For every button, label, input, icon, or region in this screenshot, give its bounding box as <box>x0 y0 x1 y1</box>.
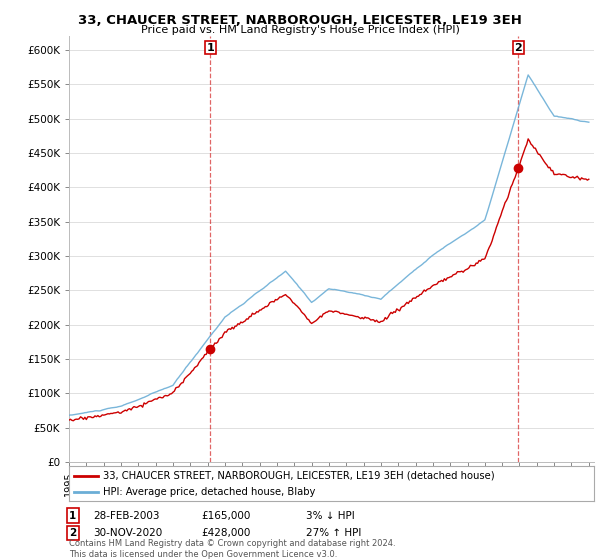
Text: 2: 2 <box>69 528 76 538</box>
Text: 30-NOV-2020: 30-NOV-2020 <box>93 528 162 538</box>
Text: Price paid vs. HM Land Registry's House Price Index (HPI): Price paid vs. HM Land Registry's House … <box>140 25 460 35</box>
Text: 1: 1 <box>69 511 76 521</box>
Text: 28-FEB-2003: 28-FEB-2003 <box>93 511 160 521</box>
Text: HPI: Average price, detached house, Blaby: HPI: Average price, detached house, Blab… <box>103 487 316 497</box>
Text: 33, CHAUCER STREET, NARBOROUGH, LEICESTER, LE19 3EH (detached house): 33, CHAUCER STREET, NARBOROUGH, LEICESTE… <box>103 471 495 481</box>
Text: 1: 1 <box>206 43 214 53</box>
Text: 33, CHAUCER STREET, NARBOROUGH, LEICESTER, LE19 3EH: 33, CHAUCER STREET, NARBOROUGH, LEICESTE… <box>78 14 522 27</box>
Text: 3% ↓ HPI: 3% ↓ HPI <box>306 511 355 521</box>
Text: Contains HM Land Registry data © Crown copyright and database right 2024.
This d: Contains HM Land Registry data © Crown c… <box>69 539 395 559</box>
Text: 2: 2 <box>514 43 522 53</box>
Text: £428,000: £428,000 <box>201 528 250 538</box>
Text: £165,000: £165,000 <box>201 511 250 521</box>
Text: 27% ↑ HPI: 27% ↑ HPI <box>306 528 361 538</box>
